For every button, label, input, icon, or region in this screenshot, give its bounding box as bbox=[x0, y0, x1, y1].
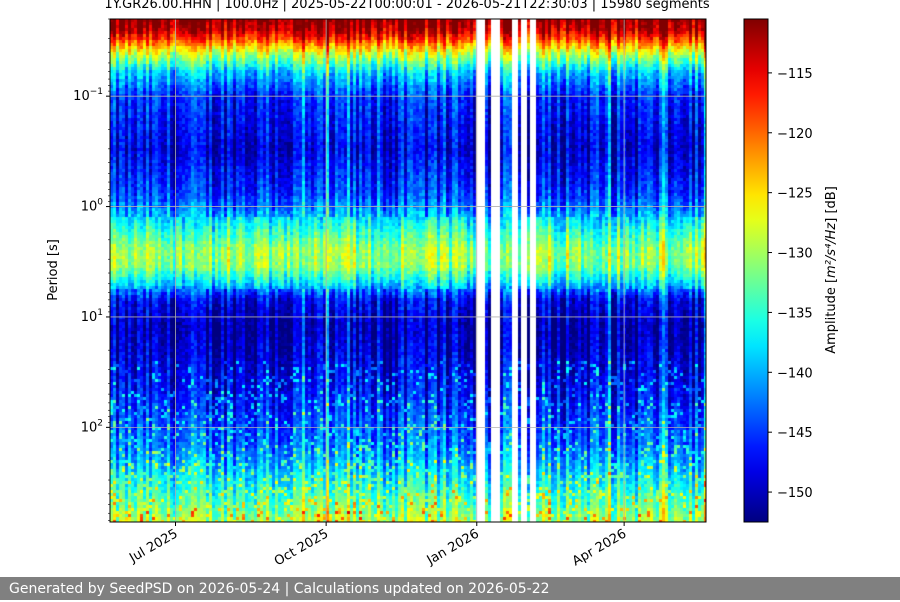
y-tick-base: 10 bbox=[81, 310, 98, 325]
colorbar-label-prefix: Amplitude [ bbox=[824, 278, 839, 354]
footer-bar: Generated by SeedPSD on 2026-05-24 | Cal… bbox=[0, 577, 900, 600]
colorbar-tick-label: −120 bbox=[777, 127, 813, 142]
colorbar-label-unit: m²/s⁴/Hz bbox=[824, 222, 839, 278]
y-tick-exponent: 0 bbox=[97, 198, 103, 208]
plot-frame bbox=[109, 18, 707, 523]
y-tick-exponent: 2 bbox=[97, 418, 103, 428]
x-tick-label: Oct 2025 bbox=[272, 526, 331, 569]
grid-lines bbox=[110, 19, 706, 522]
y-tick-exponent: 1 bbox=[97, 308, 103, 318]
colorbar-tick-label: −115 bbox=[777, 67, 813, 82]
y-axis-label: Period [s] bbox=[46, 239, 61, 301]
colorbar-axis: −115 −120 −125 −130 −135 −140 −145 −150 bbox=[768, 67, 813, 501]
y-tick-exponent: −1 bbox=[90, 87, 103, 97]
y-tick-label: 100 bbox=[81, 198, 104, 215]
colorbar bbox=[743, 18, 769, 523]
colorbar-tick-label: −135 bbox=[777, 306, 813, 321]
spectrogram-heatmap bbox=[110, 19, 706, 522]
y-tick-label: 10−1 bbox=[73, 87, 103, 104]
x-tick-label: Jan 2026 bbox=[424, 526, 482, 568]
heatmap-image bbox=[110, 19, 706, 522]
y-tick-base: 10 bbox=[81, 200, 98, 215]
colorbar-tick-label: −145 bbox=[777, 426, 813, 441]
x-axis: Jul 2025 Oct 2025 Jan 2026 Apr 2026 bbox=[126, 522, 629, 569]
chart-title: 1Y.GR26.00.HHN | 100.0Hz | 2025-05-22T00… bbox=[104, 0, 710, 12]
colorbar-tick-label: −150 bbox=[777, 486, 813, 501]
y-tick-base: 10 bbox=[73, 89, 90, 104]
y-tick-base: 10 bbox=[81, 420, 98, 435]
x-tick-label: Apr 2026 bbox=[570, 526, 629, 569]
colorbar-label-suffix: ] [dB] bbox=[824, 186, 839, 223]
colorbar-tick-label: −130 bbox=[777, 247, 813, 262]
colorbar-tick-label: −125 bbox=[777, 187, 813, 202]
x-tick-label: Jul 2025 bbox=[126, 526, 180, 566]
colorbar-tick-label: −140 bbox=[777, 366, 813, 381]
y-tick-label: 101 bbox=[81, 308, 103, 325]
colorbar-label: Amplitude [m²/s⁴/Hz] [dB] bbox=[824, 186, 839, 354]
y-tick-label: 102 bbox=[81, 418, 103, 435]
